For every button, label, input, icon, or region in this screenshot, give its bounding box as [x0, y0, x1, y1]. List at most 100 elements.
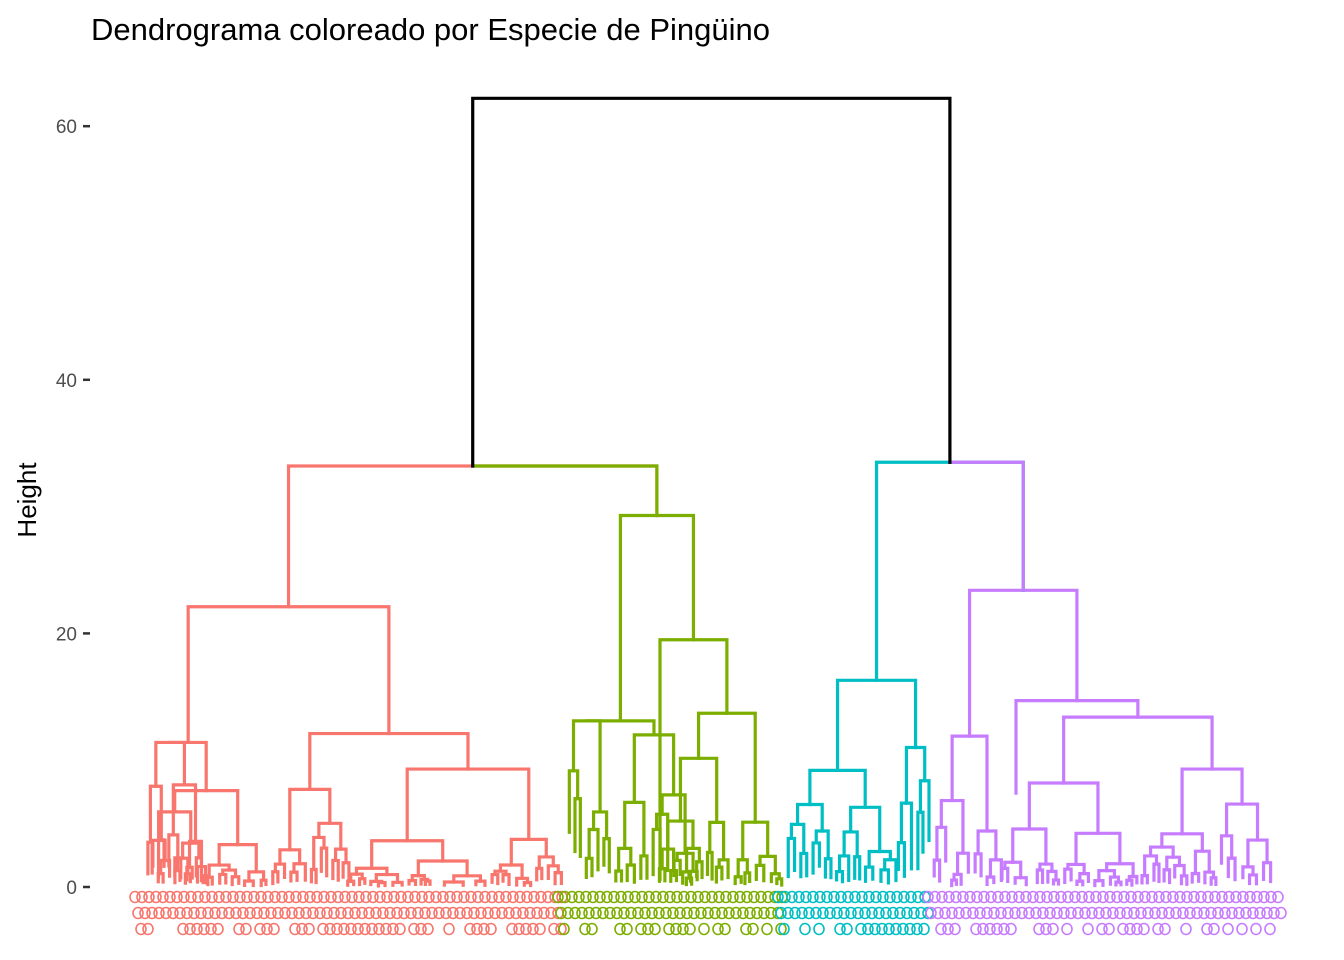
- leaf-label-glyph: [1124, 922, 1136, 936]
- cluster1-branch: [154, 740, 187, 788]
- cluster1-branch: [173, 868, 182, 885]
- leaf-label-glyph: [964, 890, 976, 904]
- leaf-label-glyph: [534, 922, 546, 936]
- leaf-label-glyph: [992, 890, 1004, 904]
- leaf-label-glyph: [314, 906, 326, 920]
- leaf-label-glyph: [977, 922, 989, 936]
- leaf-label-glyph: [352, 922, 364, 936]
- leaf-label-glyph: [202, 906, 214, 920]
- cluster4-branch: [1027, 781, 1100, 835]
- leaf-label-glyph: [723, 906, 735, 920]
- leaf-label-glyph: [191, 922, 203, 936]
- leaf-label-glyph: [1247, 906, 1259, 920]
- leaf-label-glyph: [706, 890, 718, 904]
- leaf-label-glyph: [451, 890, 463, 904]
- leaf-label-glyph: [1142, 906, 1154, 920]
- leaf-label-glyph: [1040, 922, 1052, 936]
- leaf-label-glyph: [1149, 906, 1161, 920]
- leaf-label-glyph: [1160, 890, 1172, 904]
- cluster4-branch: [1226, 856, 1237, 882]
- leaf-label-glyph: [579, 922, 591, 936]
- cluster4-branch: [973, 852, 983, 878]
- leaf-label-glyph: [901, 906, 913, 920]
- leaf-label-glyph: [586, 922, 598, 936]
- cluster3-branch: [879, 868, 891, 885]
- leaf-label-glyph: [1020, 890, 1032, 904]
- leaf-label-glyph: [810, 906, 822, 920]
- leaf-label-glyph: [615, 890, 627, 904]
- leaf-label-glyph: [793, 890, 805, 904]
- leaf-label-glyph: [971, 890, 983, 904]
- leaf-label-glyph: [521, 890, 533, 904]
- leaf-label-glyph: [318, 890, 330, 904]
- leaf-label-glyph: [206, 890, 218, 904]
- leaf-label-glyph: [653, 906, 665, 920]
- leaf-label-glyph: [995, 906, 1007, 920]
- leaf-label-glyph: [985, 890, 997, 904]
- leaf-label-glyph: [184, 922, 196, 936]
- leaf-label-glyph: [395, 890, 407, 904]
- leaf-label-glyph: [143, 890, 155, 904]
- leaf-label-glyph: [1146, 890, 1158, 904]
- cluster1-branch: [217, 843, 258, 874]
- leaf-label-glyph: [737, 906, 749, 920]
- leaf-label-glyph: [391, 906, 403, 920]
- leaf-label-glyph: [276, 890, 288, 904]
- leaf-label-glyph: [845, 906, 857, 920]
- leaf-label-glyph: [464, 922, 476, 936]
- cluster3-branch: [823, 857, 833, 880]
- cluster4-branch: [1241, 865, 1255, 880]
- leaf-label-glyph: [929, 890, 941, 904]
- leaf-label-glyph: [789, 906, 801, 920]
- leaf-label-glyph: [782, 906, 794, 920]
- leaf-label-glyph: [597, 906, 609, 920]
- leaf-label-glyph: [1236, 922, 1248, 936]
- leaf-label-glyph: [800, 890, 812, 904]
- leaf-label-glyph: [678, 890, 690, 904]
- cluster1-branch: [509, 837, 548, 867]
- leaf-label-glyph: [611, 906, 623, 920]
- cluster4-branch: [1011, 827, 1048, 866]
- leaf-label-glyph: [1181, 890, 1193, 904]
- cluster2-branch: [639, 854, 649, 880]
- leaf-label-glyph: [716, 906, 728, 920]
- leaf-label-glyph: [199, 890, 211, 904]
- leaf-label-glyph: [311, 890, 323, 904]
- leaf-label-glyph: [635, 922, 647, 936]
- leaf-label-glyph: [932, 906, 944, 920]
- leaf-label-glyph: [685, 890, 697, 904]
- leaf-label-glyph: [363, 906, 375, 920]
- leaf-label-glyph: [345, 922, 357, 936]
- leaf-label-glyph: [849, 890, 861, 904]
- leaf-label-glyph: [139, 906, 151, 920]
- leaf-label-glyph: [998, 922, 1010, 936]
- leaf-label-glyph: [936, 890, 948, 904]
- cluster2-branch: [741, 820, 770, 862]
- leaf-label-glyph: [835, 890, 847, 904]
- leaf-label-glyph: [531, 906, 543, 920]
- leaf-label-glyph: [643, 890, 655, 904]
- leaf-label-glyph: [953, 906, 965, 920]
- leaf-label-glyph: [524, 906, 536, 920]
- leaf-label-glyph: [632, 906, 644, 920]
- leaf-label-glyph: [367, 890, 379, 904]
- leaf-label-glyph: [405, 906, 417, 920]
- leaf-label-glyph: [1090, 890, 1102, 904]
- leaf-label-glyph: [493, 890, 505, 904]
- cluster3-branch: [811, 841, 822, 875]
- leaf-label-glyph: [621, 922, 633, 936]
- cluster1-branch: [333, 847, 348, 865]
- leaf-label-glyph: [813, 922, 825, 936]
- leaf-label-glyph: [1174, 890, 1186, 904]
- leaf-label-glyph: [366, 922, 378, 936]
- cluster2-branch: [584, 856, 594, 879]
- leaf-label-glyph: [1037, 906, 1049, 920]
- leaf-label-glyph: [1272, 890, 1284, 904]
- leaf-label-glyph: [205, 922, 217, 936]
- leaf-label-glyph: [216, 906, 228, 920]
- leaf-label-glyph: [614, 922, 626, 936]
- leaf-label-glyph: [1076, 890, 1088, 904]
- leaf-label-glyph: [1033, 922, 1045, 936]
- leaf-label-glyph: [177, 922, 189, 936]
